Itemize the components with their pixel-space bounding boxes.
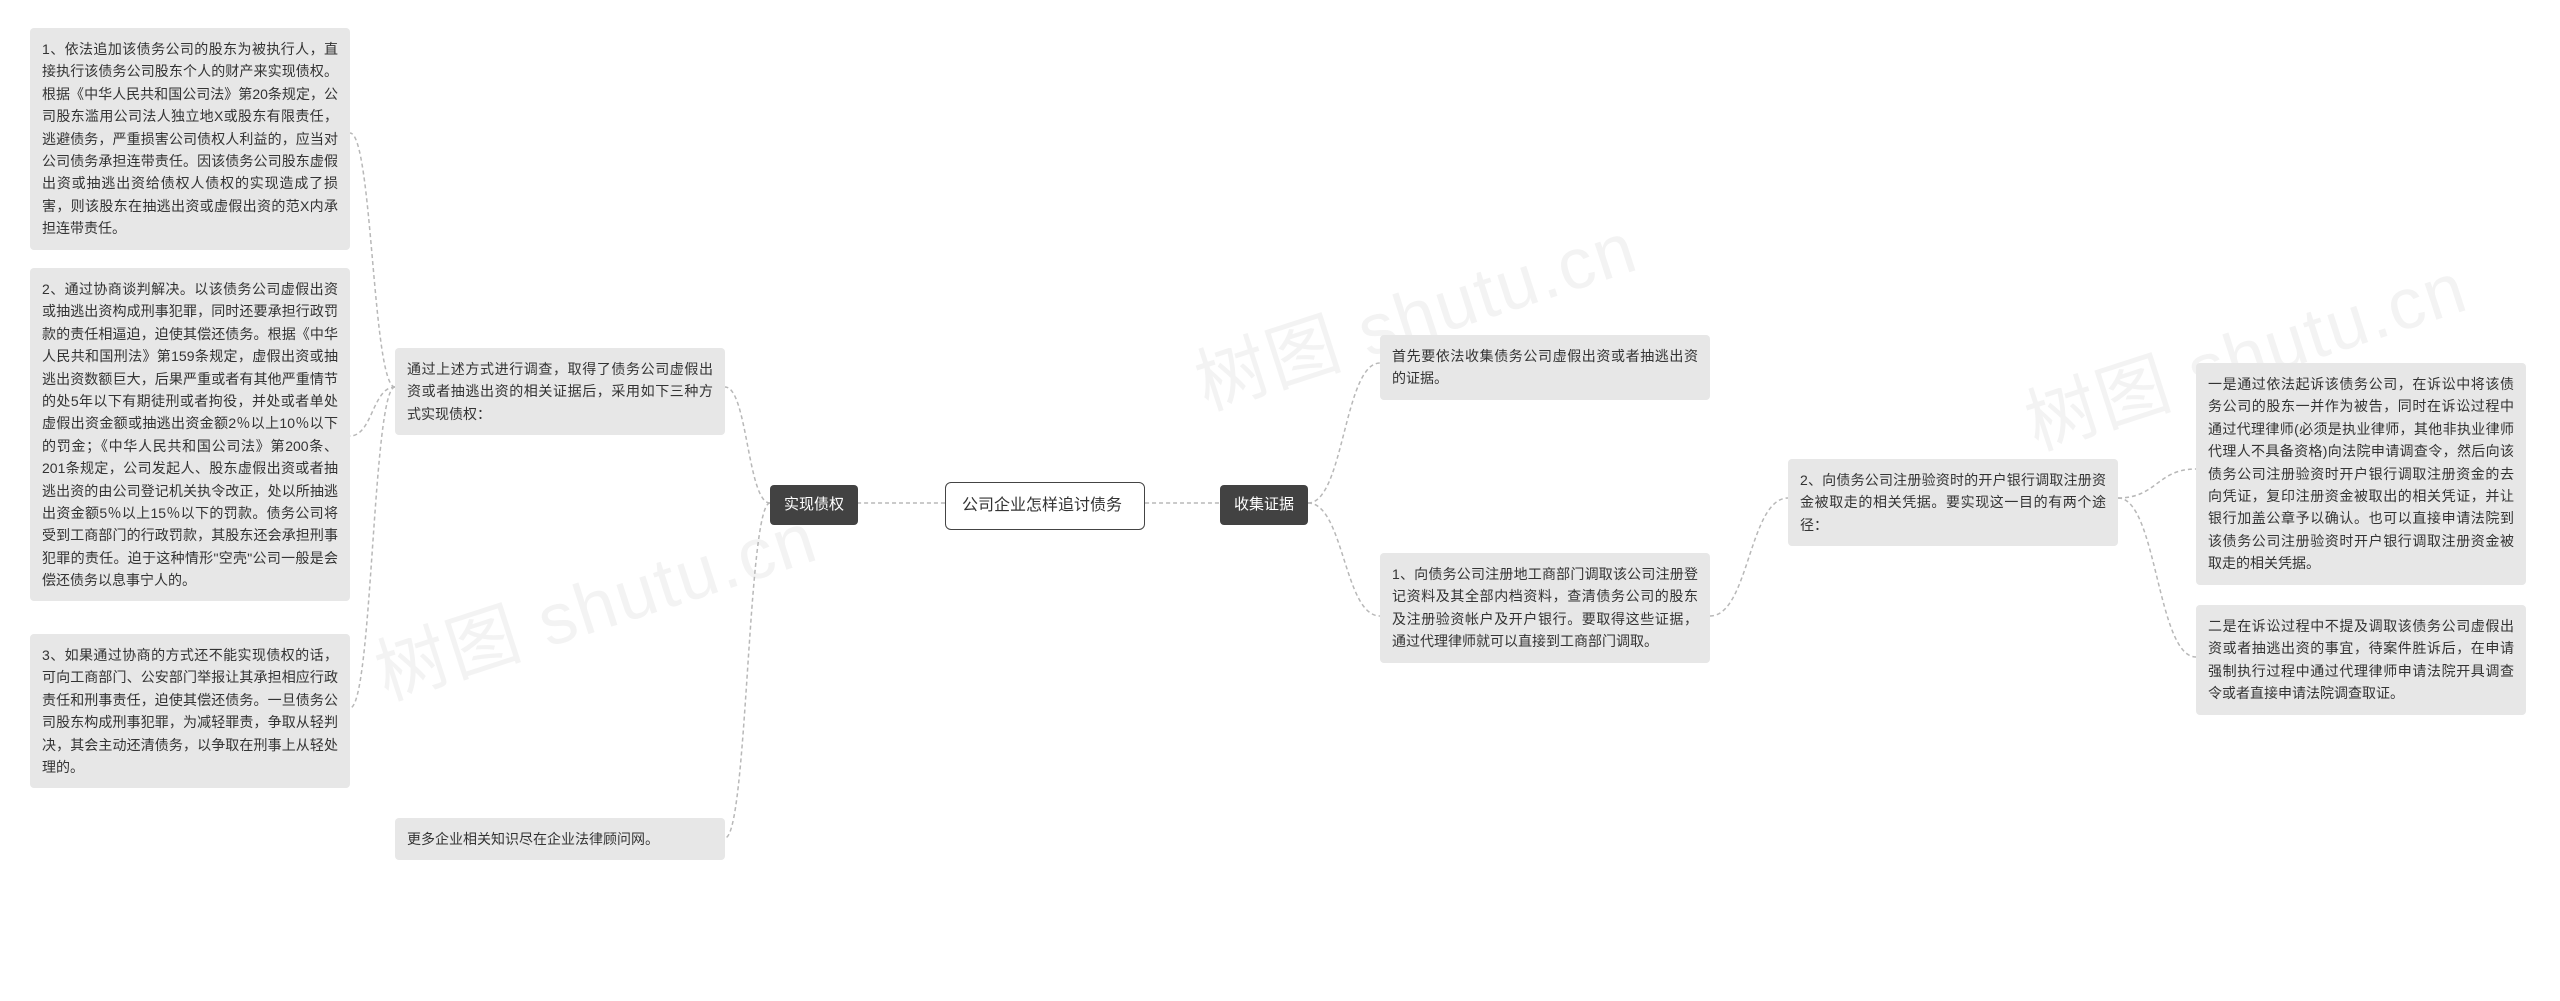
left-method-2[interactable]: 2、通过协商谈判解决。以该债务公司虚假出资或抽逃出资构成刑事犯罪，同时还要承担行…: [30, 268, 350, 601]
branch-realize-claims[interactable]: 实现债权: [770, 485, 858, 525]
right-step-2[interactable]: 2、向债务公司注册验资时的开户银行调取注册资金被取走的相关凭据。要实现这一目的有…: [1788, 459, 2118, 546]
left-method-3[interactable]: 3、如果通过协商的方式还不能实现债权的话，可向工商部门、公安部门举报让其承担相应…: [30, 634, 350, 788]
branch-collect-evidence[interactable]: 收集证据: [1220, 485, 1308, 525]
right-step-2b[interactable]: 二是在诉讼过程中不提及调取该债务公司虚假出资或者抽逃出资的事宜，待案件胜诉后，在…: [2196, 605, 2526, 715]
left-method-1[interactable]: 1、依法追加该债务公司的股东为被执行人，直接执行该债务公司股东个人的财产来实现债…: [30, 28, 350, 250]
root-node[interactable]: 公司企业怎样追讨债务: [945, 482, 1145, 530]
right-step-2a[interactable]: 一是通过依法起诉该债务公司，在诉讼中将该债务公司的股东一并作为被告，同时在诉讼过…: [2196, 363, 2526, 585]
left-summary-node[interactable]: 通过上述方式进行调查，取得了债务公司虚假出资或者抽逃出资的相关证据后，采用如下三…: [395, 348, 725, 435]
mindmap-stage: 树图 shutu.cn 树图 shutu.cn 树图 shutu.cn 公司企业…: [0, 0, 2560, 1001]
right-step-1[interactable]: 1、向债务公司注册地工商部门调取该公司注册登记资料及其全部内档资料，查清债务公司…: [1380, 553, 1710, 663]
right-first-step[interactable]: 首先要依法收集债务公司虚假出资或者抽逃出资的证据。: [1380, 335, 1710, 400]
left-more-info[interactable]: 更多企业相关知识尽在企业法律顾问网。: [395, 818, 725, 860]
watermark: 树图 shutu.cn: [360, 478, 828, 719]
